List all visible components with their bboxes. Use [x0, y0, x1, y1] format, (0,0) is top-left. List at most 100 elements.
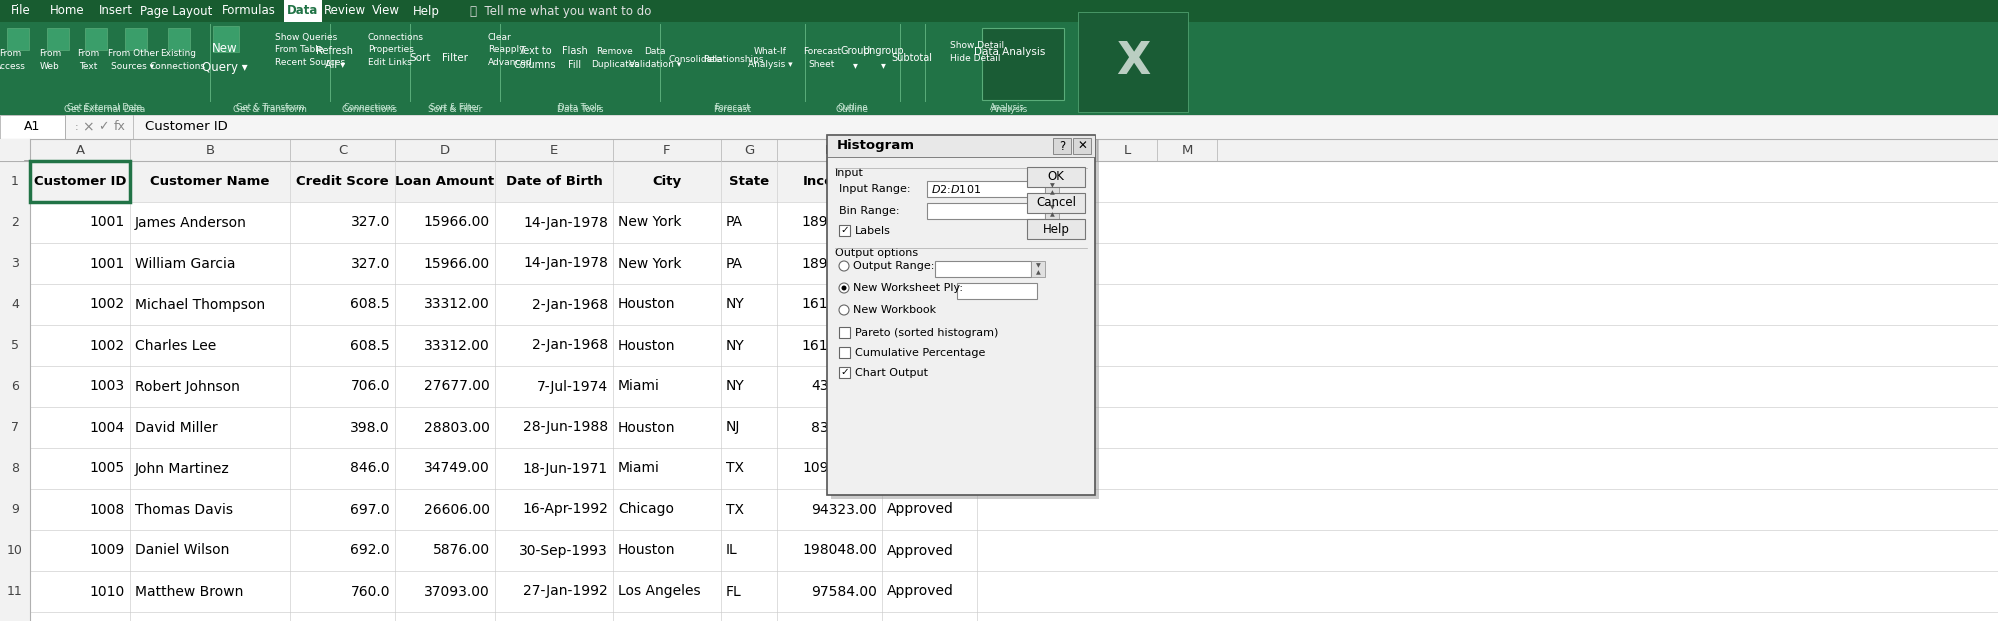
Text: 43234.00: 43234.00: [811, 379, 877, 394]
Bar: [839, 225, 849, 236]
Text: From
Access: From Access: [0, 49, 26, 71]
Text: Forecast: Forecast: [713, 102, 749, 112]
Text: 33312.00: 33312.00: [424, 338, 490, 353]
Text: Forecast
Sheet: Forecast Sheet: [803, 47, 841, 69]
Text: ⭐  Tell me what you want to do: ⭐ Tell me what you want to do: [470, 4, 651, 17]
Text: $D$2:$D$101: $D$2:$D$101: [931, 183, 981, 195]
Text: 18-Jun-1971: 18-Jun-1971: [523, 461, 607, 476]
Bar: [0, 161, 30, 202]
Text: Miami: Miami: [617, 379, 659, 394]
Text: Connections
Properties
Edit Links: Connections Properties Edit Links: [368, 33, 424, 67]
Circle shape: [839, 261, 849, 271]
Text: Cumulative Percentage: Cumulative Percentage: [855, 348, 985, 358]
Text: James Anderson: James Anderson: [136, 215, 246, 230]
Text: ×: ×: [82, 120, 94, 134]
Text: Robert Johnson: Robert Johnson: [136, 379, 240, 394]
Bar: [777, 161, 881, 202]
Text: 33312.00: 33312.00: [424, 297, 490, 312]
Text: J: J: [1005, 143, 1009, 156]
Text: 1009: 1009: [90, 543, 126, 558]
Text: 26606.00: 26606.00: [424, 502, 490, 517]
Text: 1005: 1005: [90, 461, 126, 476]
Text: Sort & Filter: Sort & Filter: [430, 102, 480, 112]
Text: C: C: [338, 143, 348, 156]
Text: Houston: Houston: [617, 420, 675, 435]
Text: Approved: Approved: [887, 584, 953, 599]
Text: Credit Score: Credit Score: [296, 175, 390, 188]
Bar: [0, 115, 66, 139]
Text: Insert: Insert: [100, 4, 134, 17]
Text: Data Analysis: Data Analysis: [973, 47, 1045, 57]
Bar: [0, 0, 1998, 115]
Bar: [881, 161, 977, 202]
Text: Data Tools: Data Tools: [557, 102, 601, 112]
Text: 1010: 1010: [90, 584, 126, 599]
Text: Connections: Connections: [344, 102, 396, 112]
Text: 7: 7: [12, 421, 20, 434]
Text: 1008: 1008: [90, 502, 126, 517]
Text: 2-Jan-1968: 2-Jan-1968: [531, 297, 607, 312]
Text: M: M: [1181, 143, 1193, 156]
Text: Daniel Wilson: Daniel Wilson: [136, 543, 230, 558]
Bar: [1045, 203, 1059, 219]
Text: Approved: Approved: [887, 338, 953, 353]
Bar: [1077, 12, 1187, 112]
Text: New York: New York: [617, 256, 681, 271]
Text: 109239.00: 109239.00: [801, 461, 877, 476]
Text: Review: Review: [324, 4, 366, 17]
Text: Chicago: Chicago: [617, 502, 673, 517]
Bar: [935, 261, 1031, 277]
Text: Show Queries
From Table
Recent Sources: Show Queries From Table Recent Sources: [276, 33, 346, 67]
Text: 608.5: 608.5: [350, 338, 390, 353]
Bar: [0, 139, 30, 161]
Text: Outline: Outline: [837, 102, 867, 112]
Text: Chart Output: Chart Output: [855, 368, 927, 378]
Text: NJ: NJ: [725, 420, 739, 435]
Text: Get External Data: Get External Data: [64, 104, 146, 114]
Text: Matthew Brown: Matthew Brown: [136, 584, 244, 599]
Text: 3: 3: [12, 257, 18, 270]
Text: 37093.00: 37093.00: [424, 584, 490, 599]
Circle shape: [839, 305, 849, 315]
Bar: [1045, 181, 1059, 197]
Bar: [1027, 167, 1085, 187]
Bar: [284, 0, 322, 22]
Text: ✓: ✓: [839, 225, 849, 235]
Text: Get & Transform: Get & Transform: [234, 104, 308, 114]
Text: D: D: [440, 143, 450, 156]
Text: NY: NY: [725, 379, 745, 394]
Bar: [839, 327, 849, 338]
Text: What-If
Analysis ▾: What-If Analysis ▾: [747, 47, 791, 69]
Bar: [1053, 138, 1071, 154]
Text: 398.0: 398.0: [350, 420, 390, 435]
Text: 4: 4: [12, 298, 18, 311]
Bar: [30, 161, 130, 202]
Text: 1002: 1002: [90, 338, 126, 353]
Text: 161189.00: 161189.00: [801, 338, 877, 353]
Text: A1: A1: [24, 120, 40, 134]
Text: 11: 11: [8, 585, 22, 598]
Text: ▼: ▼: [1049, 205, 1053, 210]
Text: 327.0: 327.0: [350, 256, 390, 271]
Bar: [721, 161, 777, 202]
Text: ?: ?: [1059, 140, 1065, 153]
Text: Loan Amount: Loan Amount: [396, 175, 494, 188]
Text: 83441.00: 83441.00: [811, 420, 877, 435]
Text: A: A: [76, 143, 84, 156]
Text: Los Angeles: Los Angeles: [617, 584, 699, 599]
Text: :: :: [76, 122, 78, 132]
Text: Output Range:: Output Range:: [853, 261, 933, 271]
Bar: [0, 571, 30, 612]
Text: Michael Thompson: Michael Thompson: [136, 297, 266, 312]
Text: ▲: ▲: [1035, 270, 1039, 275]
Text: New Worksheet Ply:: New Worksheet Ply:: [853, 283, 963, 293]
Bar: [927, 203, 1045, 219]
Text: Outline: Outline: [835, 104, 867, 114]
Bar: [1027, 193, 1085, 213]
Text: 34749.00: 34749.00: [424, 461, 490, 476]
Text: Forecast: Forecast: [713, 104, 751, 114]
Text: Denied: Denied: [887, 215, 935, 230]
Bar: [0, 243, 30, 284]
Text: Connections: Connections: [342, 104, 398, 114]
Text: B: B: [206, 143, 214, 156]
